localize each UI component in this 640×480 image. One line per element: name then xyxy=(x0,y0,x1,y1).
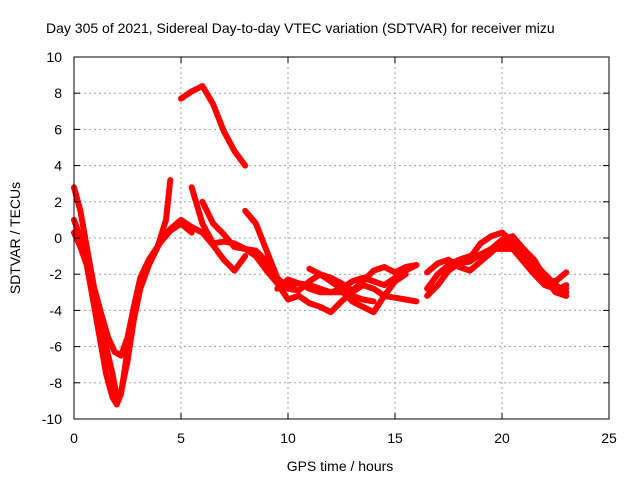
y-tick-label: 6 xyxy=(54,121,62,137)
series-arc-9 xyxy=(306,262,420,294)
x-tick-label: 25 xyxy=(601,430,617,446)
grid xyxy=(74,57,609,419)
x-tick-label: 5 xyxy=(177,430,185,446)
chart-title: Day 305 of 2021, Sidereal Day-to-day VTE… xyxy=(46,20,555,36)
y-tick-label: 0 xyxy=(54,230,62,246)
y-tick-label: -6 xyxy=(50,339,63,355)
y-tick-label: 10 xyxy=(46,49,62,65)
x-axis-label: GPS time / hours xyxy=(287,458,394,474)
y-tick-label: 4 xyxy=(54,158,62,174)
x-tick-label: 0 xyxy=(70,430,78,446)
series-arc-6 xyxy=(199,198,420,316)
series-arc-3 xyxy=(71,220,195,359)
tick-layer: 0 5 10 15 20 25 -10 -8 -6 -4 -2 0 2 4 6 8 10 xyxy=(42,49,617,446)
x-tick-label: 10 xyxy=(280,430,296,446)
y-tick-label: -8 xyxy=(50,375,63,391)
y-tick-label: 8 xyxy=(54,85,62,101)
series-arc-7 xyxy=(242,207,409,316)
y-axis-label: SDTVAR / TECUs xyxy=(7,182,23,294)
y-tick-label: -4 xyxy=(50,302,63,318)
y-tick-label: -10 xyxy=(42,411,62,427)
y-tick-label: 2 xyxy=(54,194,62,210)
series-arc-14 xyxy=(488,233,570,299)
x-tick-label: 15 xyxy=(387,430,403,446)
x-tick-label: 20 xyxy=(494,430,510,446)
series-layer xyxy=(71,83,570,408)
y-tick-label: -2 xyxy=(50,266,63,282)
series-arc-4 xyxy=(178,83,249,169)
